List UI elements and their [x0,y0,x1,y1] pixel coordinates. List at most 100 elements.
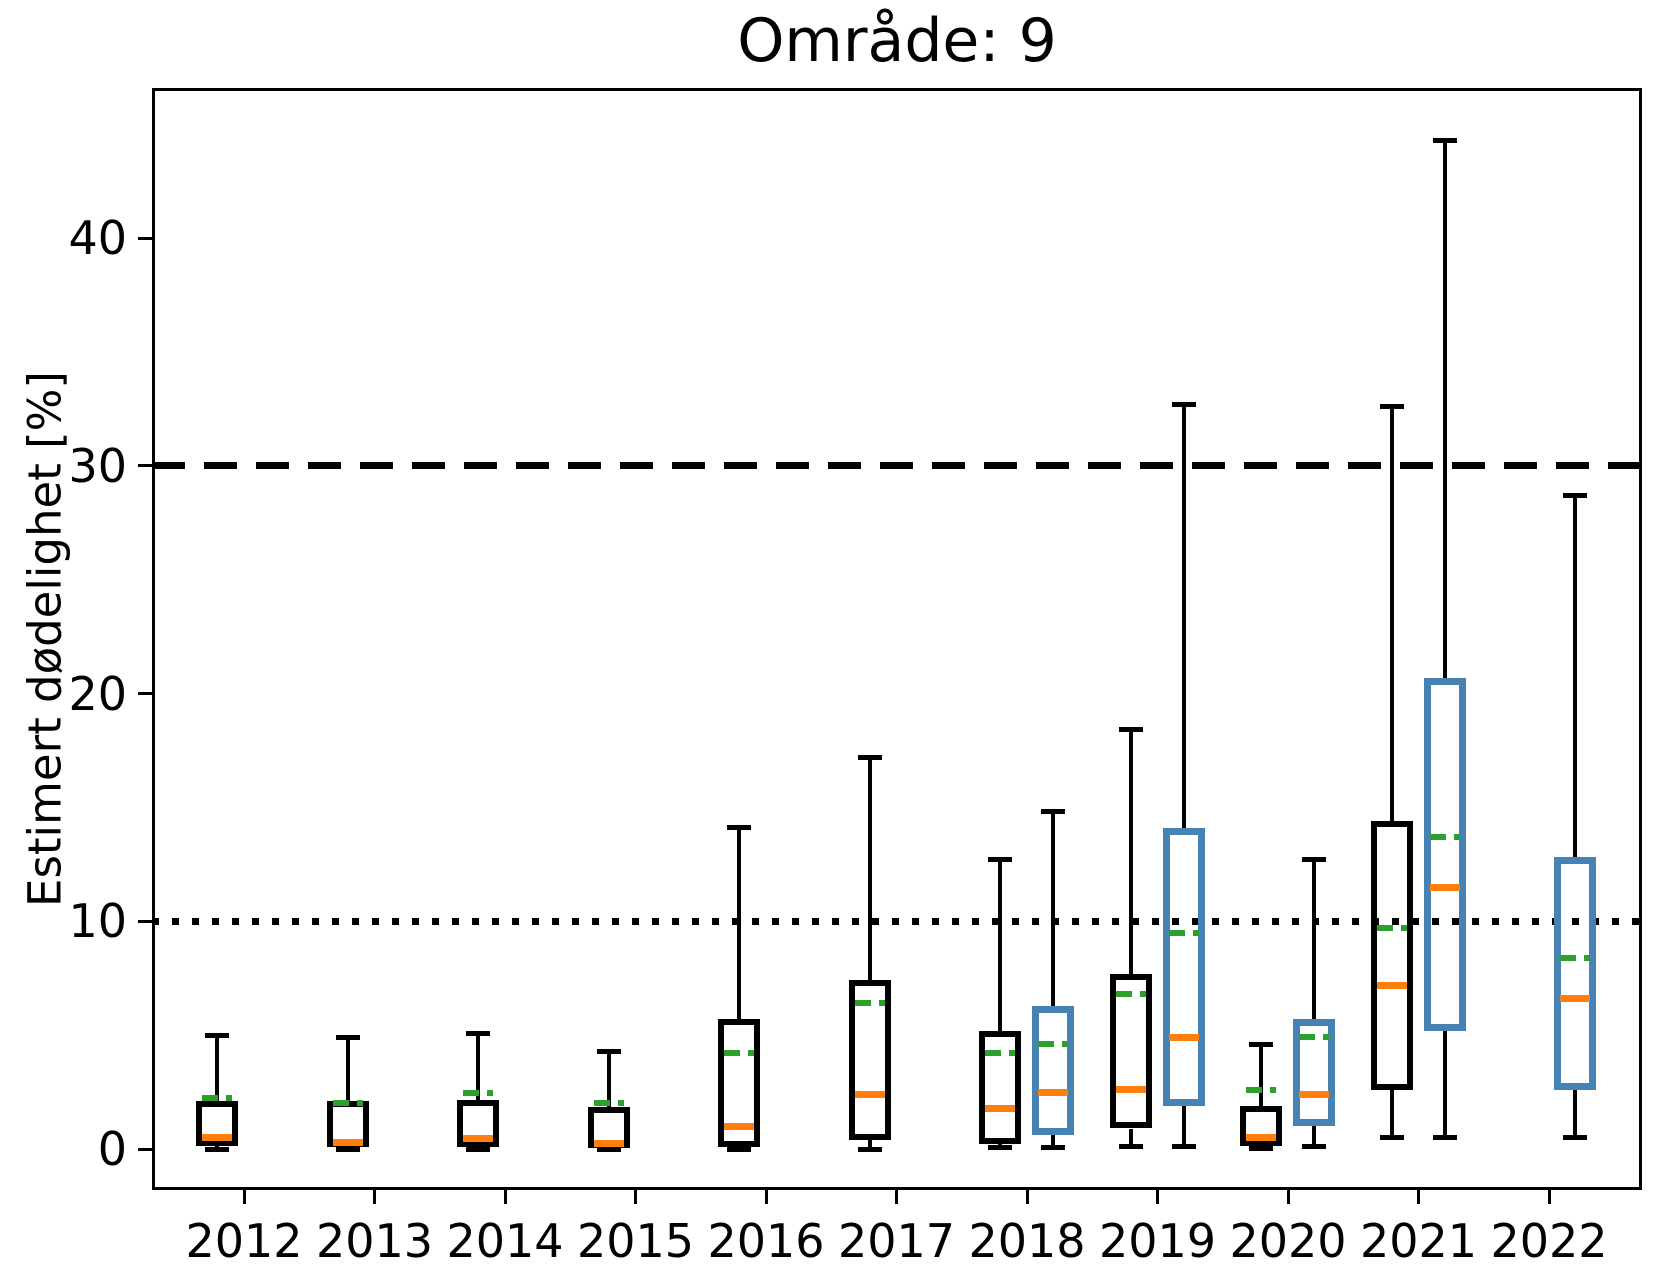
x-tick-mark [1286,1190,1290,1204]
boxplot-2020-black-box [1240,1105,1282,1146]
chart-title: Område: 9 [737,6,1057,76]
boxplot-2021-blue-upper-whisker [1442,140,1447,678]
boxplot-2017-black-upper-cap [857,754,882,760]
boxplot-2022-blue-lower-cap [1563,1135,1587,1141]
boxplot-2020-black-upper-cap [1249,1041,1273,1047]
boxplot-2018-black-lower-cap [988,1145,1012,1151]
boxplot-2019-blue-lower-whisker [1181,1105,1186,1147]
boxplot-2021-blue-upper-cap [1432,137,1457,143]
x-tick-mark [1025,1190,1029,1204]
boxplot-2020-black-upper-whisker [1259,1044,1263,1106]
boxplot-2021-blue-lower-whisker [1442,1030,1447,1138]
boxplot-2021-blue-mean-line [1429,833,1460,840]
boxplot-2021-blue-median-line [1429,883,1460,891]
boxplot-2020-blue-upper-whisker [1312,859,1316,1020]
boxplot-2020-black-lower-cap [1249,1146,1273,1152]
boxplot-2018-black-upper-cap [988,857,1012,863]
boxplot-2014-black-mean-line [463,1090,493,1097]
boxplot-2019-black-median-line [1115,1086,1146,1094]
reference-line-dotted [152,917,1642,925]
boxplot-2019-blue-lower-cap [1171,1144,1196,1150]
boxplot-2016-black-mean-line [724,1050,754,1057]
boxplot-2019-black-box [1109,973,1152,1129]
boxplot-2016-black-box [718,1019,760,1147]
x-tick-mark [1417,1190,1420,1204]
boxplot-2012-black-mean-line [202,1094,232,1101]
boxplot-2019-blue-median-line [1168,1033,1199,1041]
boxplot-2019-black-upper-whisker [1128,729,1133,974]
reference-line-dashed [152,462,1642,470]
x-tick-mark [242,1190,246,1204]
boxplot-2017-black-mean-line [854,1000,885,1007]
boxplot-2014-black-upper-whisker [476,1033,480,1101]
boxplot-2013-black-upper-whisker [345,1037,350,1102]
boxplot-2020-blue-mean-line [1299,1034,1329,1041]
x-tick-mark [634,1190,637,1204]
boxplot-2018-black-mean-line [985,1050,1015,1057]
boxplot-2019-black-upper-cap [1118,727,1143,733]
x-tick-label: 2012 [185,1214,303,1268]
boxplot-2019-blue-box [1162,827,1205,1106]
boxplot-2015-black-mean-line [593,1100,624,1107]
boxplot-2021-black-upper-cap [1379,404,1404,410]
boxplot-2017-black-lower-cap [857,1146,882,1152]
boxplot-2012-black-upper-whisker [215,1035,219,1102]
boxplot-2015-black-lower-cap [596,1146,621,1152]
boxplot-2018-blue-upper-cap [1041,809,1065,815]
y-axis-label: Estimert dødelighet [%] [18,371,72,907]
boxplot-2021-blue-box [1423,677,1466,1031]
boxplot-2018-blue-median-line [1038,1088,1068,1096]
boxplot-2020-black-median-line [1246,1134,1276,1142]
boxplot-2013-black-lower-cap [335,1146,360,1152]
boxplot-2018-black-upper-whisker [998,859,1002,1031]
boxplot-2020-blue-lower-whisker [1312,1126,1316,1147]
boxplot-2020-blue-upper-cap [1302,857,1326,863]
y-tick-label: 10 [68,894,127,949]
boxplot-2017-black-median-line [854,1090,885,1098]
boxplot-2015-black-median-line [593,1139,624,1147]
boxplot-2014-black-median-line [463,1135,493,1143]
x-tick-label: 2014 [446,1214,564,1268]
y-tick-mark [138,692,152,695]
boxplot-2018-blue-lower-cap [1041,1145,1065,1151]
boxplot-2016-black-upper-cap [727,825,751,831]
boxplot-2017-black-box [848,980,891,1140]
boxplot-2012-black-lower-cap [205,1146,229,1152]
boxplot-2018-black-box [979,1030,1021,1145]
boxplot-2017-black-lower-whisker [867,1139,872,1149]
boxplot-2019-black-mean-line [1115,991,1146,998]
boxplot-2022-blue-mean-line [1560,954,1590,961]
boxplot-2020-black-mean-line [1246,1086,1276,1093]
boxplot-2020-blue-box [1293,1019,1335,1127]
boxplot-2019-blue-mean-line [1168,929,1199,936]
boxplot-2016-black-lower-cap [727,1146,751,1152]
y-tick-mark [138,236,152,240]
boxplot-2019-blue-upper-whisker [1181,404,1186,828]
boxplot-2016-black-median-line [724,1122,754,1130]
y-tick-label: 0 [97,1122,127,1176]
x-tick-mark [503,1190,507,1204]
x-tick-mark [1156,1190,1159,1204]
x-tick-mark [373,1190,376,1204]
boxplot-2022-blue-upper-whisker [1573,495,1577,858]
boxplot-2022-blue-lower-whisker [1573,1089,1577,1138]
boxplot-2021-black-box [1370,821,1413,1090]
boxplot-2021-black-median-line [1376,981,1407,989]
boxplot-2021-black-upper-whisker [1389,406,1394,822]
boxplot-2018-black-median-line [985,1104,1015,1112]
boxplot-2022-blue-median-line [1560,995,1590,1003]
boxplot-2022-blue-box [1554,857,1596,1090]
boxplot-2018-blue-lower-whisker [1051,1135,1055,1148]
boxplot-2019-blue-upper-cap [1171,401,1196,407]
x-tick-label: 2021 [1359,1214,1478,1268]
boxplot-2012-black-box [196,1101,238,1146]
boxplot-2017-black-upper-whisker [867,757,872,981]
boxplot-2014-black-lower-cap [466,1146,490,1152]
boxplot-2020-blue-lower-cap [1302,1144,1326,1150]
y-tick-label: 30 [68,438,127,493]
x-tick-label: 2017 [837,1214,956,1268]
boxplot-2018-blue-mean-line [1038,1041,1068,1048]
x-tick-label: 2022 [1490,1214,1608,1268]
boxplot-2019-black-lower-cap [1118,1144,1143,1150]
